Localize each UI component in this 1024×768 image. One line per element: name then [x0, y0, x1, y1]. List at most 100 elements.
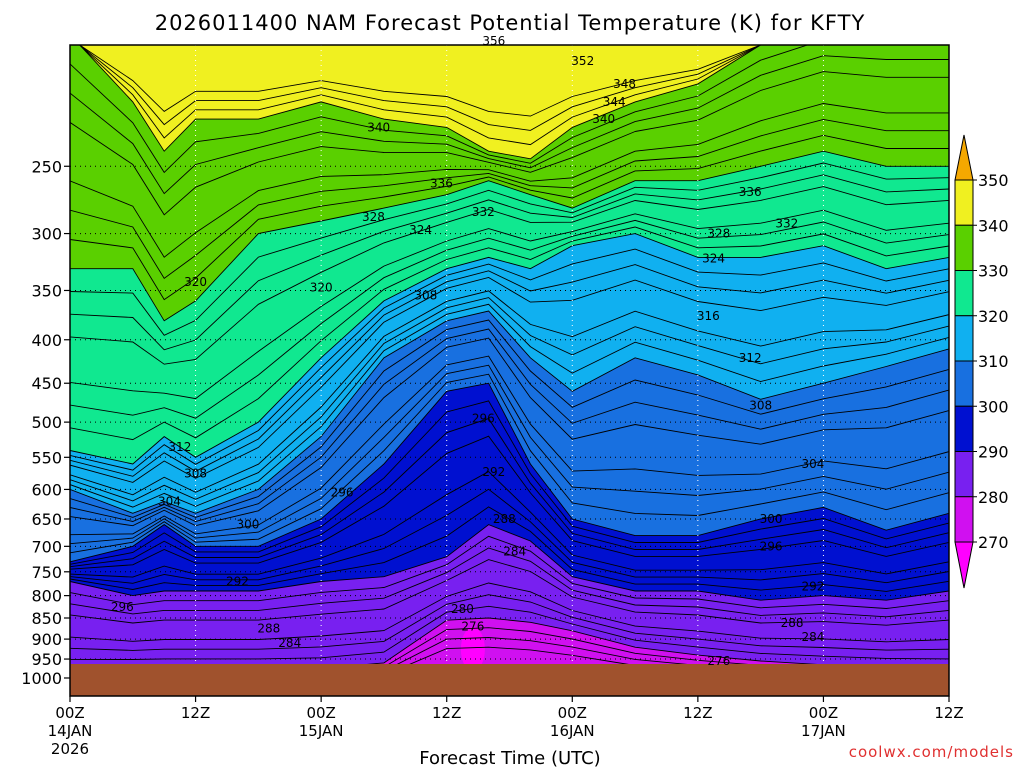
y-tick-label: 350	[31, 281, 62, 300]
y-tick-label: 850	[31, 609, 62, 628]
contour-labels: 356 352 348 344 340 340 336 336 332 332 328 328 324 3…	[111, 34, 825, 668]
isentrope-line	[70, 373, 949, 554]
contour-label: 344	[603, 95, 626, 109]
contour-label: 352	[571, 54, 594, 68]
contour-label: 292	[802, 579, 825, 593]
isentrope-line	[70, 162, 949, 336]
isentrope-line	[70, 55, 949, 195]
y-tick-label: 900	[31, 630, 62, 649]
contour-label: 296	[111, 600, 134, 614]
x-tick-label: 00Z	[55, 704, 84, 722]
contour-label: 284	[278, 636, 301, 650]
colorbar-label: 300	[978, 397, 1009, 416]
contour-label: 316	[697, 309, 720, 323]
contour-label: 288	[257, 622, 280, 636]
temperature-band	[70, 233, 949, 514]
contour-label: 304	[802, 457, 825, 471]
contour-label: 308	[749, 399, 772, 413]
colorbar-top-arrow	[954, 134, 974, 181]
ground-surface	[70, 664, 949, 696]
contour-label: 324	[409, 223, 432, 237]
x-tick-label: 12Z	[683, 704, 712, 722]
isentrope-line	[70, 355, 949, 536]
contour-label: 304	[158, 495, 181, 509]
contour-label: 312	[739, 351, 762, 365]
colorbar-segment	[954, 179, 974, 226]
y-tick-label: 800	[31, 587, 62, 606]
y-tick-label: 500	[31, 413, 62, 432]
isentrope-line	[70, 400, 949, 565]
contour-label: 288	[493, 512, 516, 526]
contour-label: 276	[707, 654, 730, 668]
colorbar-label: 320	[978, 307, 1009, 326]
isentrope-line	[70, 103, 949, 258]
isentrope-line	[70, 297, 949, 502]
colorbar-label: 330	[978, 262, 1009, 281]
isentrope-line	[70, 264, 949, 477]
y-tick-label: 700	[31, 537, 62, 556]
x-tick-label: 12Z	[934, 704, 963, 722]
x-tick-label: 12Z	[432, 704, 461, 722]
isentrope-line	[70, 488, 949, 584]
x-tick-label: 2026	[51, 740, 89, 758]
contour-label: 292	[482, 465, 505, 479]
y-tick-label: 650	[31, 510, 62, 529]
y-tick-label: 1000	[21, 669, 62, 688]
contour-label: 300	[760, 512, 783, 526]
x-tick-label: 17JAN	[801, 722, 846, 740]
y-tick-label: 750	[31, 563, 62, 582]
isentrope-line	[79, 45, 763, 146]
isentrope-line	[70, 150, 949, 322]
temperature-band	[70, 524, 949, 671]
y-tick-label: 400	[31, 331, 62, 350]
isentrope-line	[78, 45, 763, 131]
contour-label: 276	[461, 620, 484, 634]
colorbar-segment	[954, 451, 974, 498]
contour-label: 308	[184, 467, 207, 481]
isentrope-line	[70, 118, 949, 280]
contour-label: 336	[739, 185, 762, 199]
isentrope-line	[70, 535, 949, 609]
isentrope-line	[70, 277, 949, 483]
isentrope-line	[70, 209, 949, 400]
contour-label: 284	[802, 630, 825, 644]
y-axis: 250 300 350 400 450 500 550 600 650 700 750 800 850 9…	[21, 157, 70, 688]
isentrope-line	[70, 45, 809, 174]
isentrope-line	[70, 547, 949, 618]
x-tick-label: 00Z	[306, 704, 335, 722]
isentrope-line	[70, 226, 949, 441]
contour-label: 324	[702, 252, 725, 266]
isentrope-line	[70, 71, 949, 216]
isentrope-line	[70, 382, 949, 563]
colorbar-label: 270	[978, 533, 1009, 552]
y-tick-label: 450	[31, 374, 62, 393]
contour-label: 356	[482, 34, 505, 48]
contour-label: 320	[310, 280, 333, 294]
isentrope-line	[70, 524, 949, 601]
x-tick-label: 00Z	[809, 704, 838, 722]
colorbar: 350 340 330 320 310 300 290 280 270	[954, 134, 1009, 589]
colorbar-segment	[954, 315, 974, 362]
isentrope-line	[78, 45, 763, 117]
isentrope-line	[70, 337, 949, 527]
y-tick-label: 550	[31, 448, 62, 467]
colorbar-label: 340	[978, 216, 1009, 235]
colorbar-label: 280	[978, 488, 1009, 507]
isentrope-line	[70, 186, 949, 365]
temperature-band	[70, 151, 949, 464]
y-tick-label: 950	[31, 650, 62, 669]
contour-label: 296	[760, 539, 783, 553]
contour-label: 312	[168, 440, 191, 454]
plot-area	[70, 45, 949, 696]
y-tick-label: 250	[31, 157, 62, 176]
isentrope-line	[70, 310, 949, 514]
colorbar-label: 310	[978, 352, 1009, 371]
contour-label: 292	[226, 575, 249, 589]
temperature-band	[70, 45, 949, 321]
colorbar-label: 350	[978, 171, 1009, 190]
contour-label: 328	[707, 227, 730, 241]
contour-label: 300	[236, 518, 259, 532]
contour-label: 328	[362, 210, 385, 224]
